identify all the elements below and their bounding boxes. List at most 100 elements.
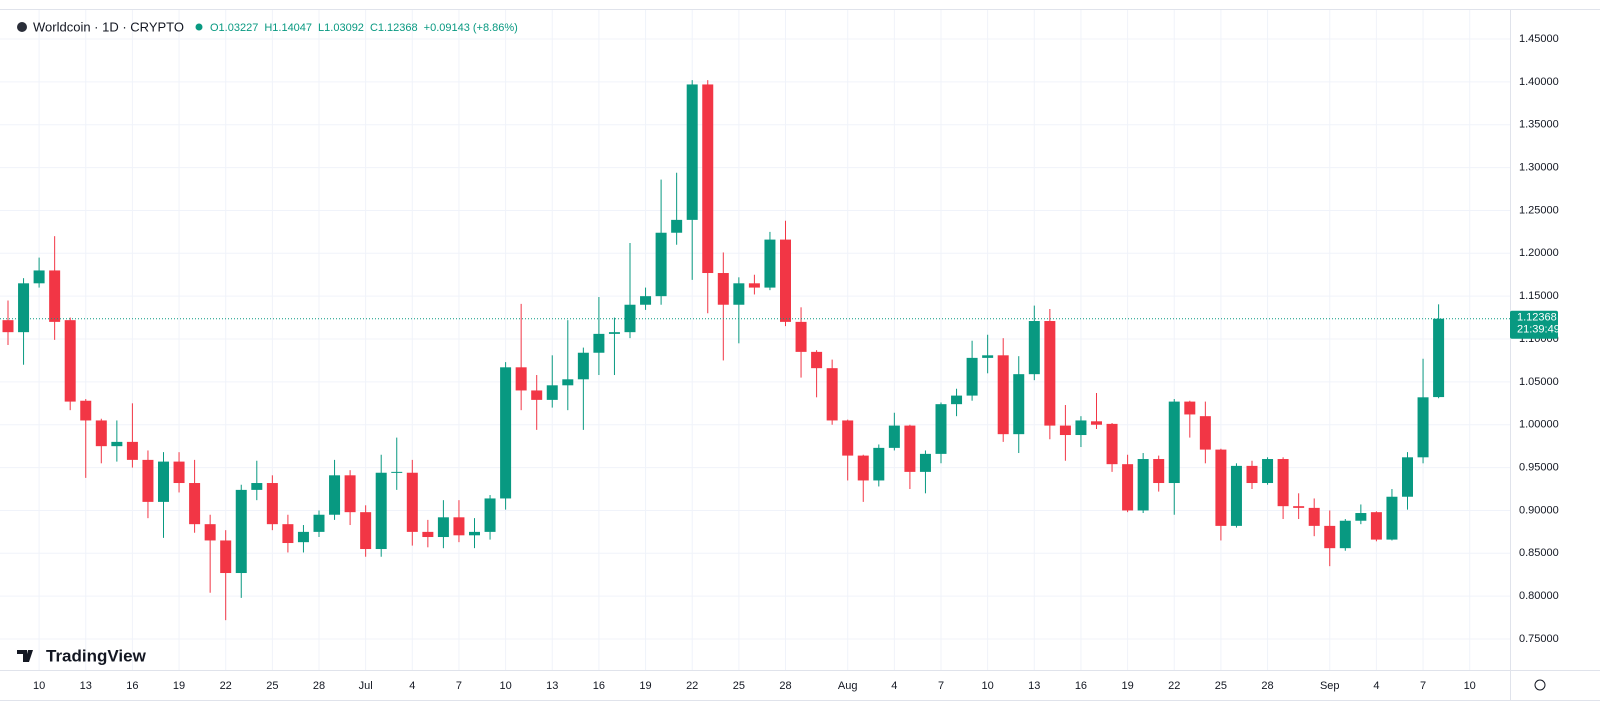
- y-tick-label: 1.15000: [1519, 290, 1559, 302]
- candle-body: [826, 368, 838, 421]
- grid: [0, 10, 1510, 670]
- candle-body: [49, 270, 61, 322]
- candle-body: [873, 447, 885, 481]
- y-tick-label: 1.20000: [1519, 247, 1559, 259]
- x-tick-label: 13: [80, 680, 92, 692]
- candle-body: [251, 483, 263, 490]
- y-tick-label: 0.85000: [1519, 547, 1559, 559]
- y-tick-label: 0.95000: [1519, 462, 1559, 474]
- y-tick-label: 1.25000: [1519, 204, 1559, 216]
- candle-body: [1153, 459, 1165, 484]
- candle-body: [982, 355, 994, 358]
- candle-body: [484, 498, 496, 532]
- candle-body: [764, 239, 776, 288]
- candle-body: [126, 441, 138, 460]
- candle-body: [1339, 520, 1351, 549]
- candle-body: [1075, 420, 1087, 436]
- x-tick-label: 10: [1464, 680, 1476, 692]
- candle-body: [655, 232, 667, 297]
- legend-value: +0.09143 (+8.86%): [424, 22, 518, 34]
- x-tick-label: 10: [33, 680, 45, 692]
- candle-body: [220, 540, 232, 574]
- candle-body: [1308, 507, 1320, 526]
- candle-body: [453, 517, 465, 536]
- x-tick-label: 25: [266, 680, 278, 692]
- x-tick-label: 4: [891, 680, 897, 692]
- candle-body: [1417, 397, 1429, 458]
- candle-body: [1028, 321, 1040, 375]
- settings-button[interactable]: [1534, 679, 1546, 691]
- candle-body: [1433, 318, 1445, 398]
- candle-body: [997, 355, 1009, 435]
- candle-body: [733, 283, 745, 305]
- x-tick-label: 16: [126, 680, 138, 692]
- candle-body: [1168, 401, 1180, 484]
- candle-body: [966, 357, 978, 396]
- candle-body: [686, 84, 698, 220]
- candle-body: [1013, 374, 1025, 435]
- candle-body: [313, 514, 325, 532]
- x-tick-label: Sep: [1320, 680, 1340, 692]
- symbol-icon: [17, 22, 27, 32]
- candle-body: [500, 367, 512, 499]
- candle-body: [204, 524, 216, 541]
- candle-body: [1355, 513, 1367, 521]
- candles: [2, 80, 1445, 621]
- x-tick-label: 25: [733, 680, 745, 692]
- candle-body: [842, 420, 854, 456]
- candle-body: [1262, 459, 1274, 484]
- x-tick-label: 4: [1373, 680, 1379, 692]
- legend-value: O1.03227: [210, 22, 258, 34]
- candle-body: [795, 321, 807, 352]
- candle-body: [1106, 423, 1118, 465]
- candle-body: [297, 531, 309, 543]
- brand-logo: TradingView: [17, 646, 147, 665]
- candle-body: [1137, 459, 1149, 511]
- x-tick-label: 16: [1075, 680, 1087, 692]
- candle-body: [360, 512, 372, 550]
- candle-body: [1091, 421, 1102, 425]
- brand-name: TradingView: [46, 646, 147, 665]
- x-tick-label: 10: [499, 680, 511, 692]
- candle-body: [406, 472, 418, 532]
- x-tick-label: 16: [593, 680, 605, 692]
- candle-body: [1277, 459, 1289, 507]
- candle-body: [18, 283, 30, 333]
- x-tick-label: 28: [1261, 680, 1273, 692]
- x-tick-label: 22: [1168, 680, 1180, 692]
- candle-body: [469, 531, 480, 536]
- candle-body: [375, 472, 387, 550]
- x-tick-label: 19: [173, 680, 185, 692]
- x-tick-label: 19: [639, 680, 651, 692]
- legend-value: L1.03092: [318, 22, 364, 34]
- candle-body: [671, 219, 683, 233]
- x-tick-label: 10: [982, 680, 994, 692]
- candle-body: [2, 320, 14, 333]
- candle-body: [1184, 401, 1196, 415]
- candle-body: [951, 395, 963, 405]
- y-tick-label: 1.45000: [1519, 33, 1559, 45]
- candle-body: [235, 489, 247, 574]
- candle-body: [546, 385, 558, 400]
- x-tick-label: Jul: [359, 680, 373, 692]
- x-tick-label: 25: [1215, 680, 1227, 692]
- candle-body: [1402, 457, 1413, 497]
- candle-body: [33, 270, 45, 284]
- candle-body: [1059, 425, 1071, 436]
- legend-value: H1.14047: [264, 22, 312, 34]
- candle-body: [266, 483, 278, 525]
- y-tick-label: 0.90000: [1519, 504, 1559, 516]
- candle-body: [593, 333, 605, 353]
- candle-body: [344, 475, 356, 513]
- candle-body: [811, 351, 823, 369]
- candle-body: [391, 471, 403, 473]
- candle-body: [515, 367, 527, 391]
- candle-body: [717, 273, 729, 305]
- candle-body: [935, 404, 947, 454]
- candle-body: [640, 296, 652, 305]
- y-tick-label: 1.35000: [1519, 119, 1559, 131]
- candle-body: [780, 239, 791, 322]
- candle-body: [329, 475, 341, 515]
- candle-body: [1230, 465, 1242, 526]
